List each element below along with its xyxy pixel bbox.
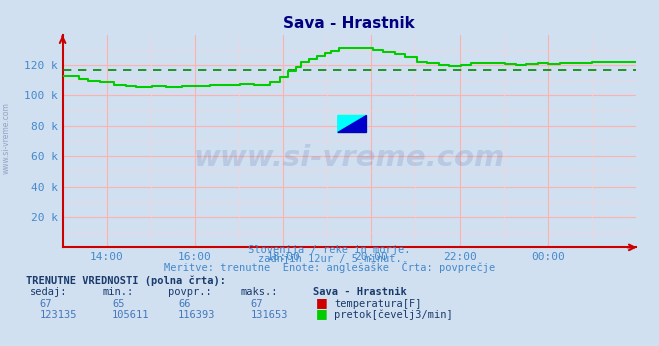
Text: Sava - Hrastnik: Sava - Hrastnik (313, 287, 407, 297)
Text: 105611: 105611 (112, 310, 150, 320)
Text: 123135: 123135 (40, 310, 77, 320)
Text: Meritve: trenutne  Enote: anglešaške  Črta: povprečje: Meritve: trenutne Enote: anglešaške Črta… (164, 261, 495, 273)
Title: Sava - Hrastnik: Sava - Hrastnik (283, 16, 415, 31)
Text: maks.:: maks.: (241, 287, 278, 297)
Text: sedaj:: sedaj: (30, 287, 67, 297)
Text: pretok[čevelj3/min]: pretok[čevelj3/min] (334, 310, 453, 320)
Text: www.si-vreme.com: www.si-vreme.com (194, 144, 505, 172)
Text: min.:: min.: (102, 287, 133, 297)
Bar (338, 116, 366, 133)
Text: Slovenija / reke in morje.: Slovenija / reke in morje. (248, 245, 411, 255)
Text: TRENUTNE VREDNOSTI (polna črta):: TRENUTNE VREDNOSTI (polna črta): (26, 276, 226, 286)
Text: 66: 66 (178, 299, 190, 309)
Text: zadnjih 12ur / 5 minut.: zadnjih 12ur / 5 minut. (258, 254, 401, 264)
Polygon shape (338, 116, 366, 133)
Polygon shape (338, 116, 366, 133)
Text: povpr.:: povpr.: (168, 287, 212, 297)
Text: 131653: 131653 (250, 310, 288, 320)
Text: temperatura[F]: temperatura[F] (334, 299, 422, 309)
Text: 67: 67 (250, 299, 263, 309)
Text: 67: 67 (40, 299, 52, 309)
Text: 116393: 116393 (178, 310, 215, 320)
Text: www.si-vreme.com: www.si-vreme.com (2, 102, 11, 174)
Text: ■: ■ (316, 307, 328, 320)
Text: 65: 65 (112, 299, 125, 309)
Text: ■: ■ (316, 296, 328, 309)
